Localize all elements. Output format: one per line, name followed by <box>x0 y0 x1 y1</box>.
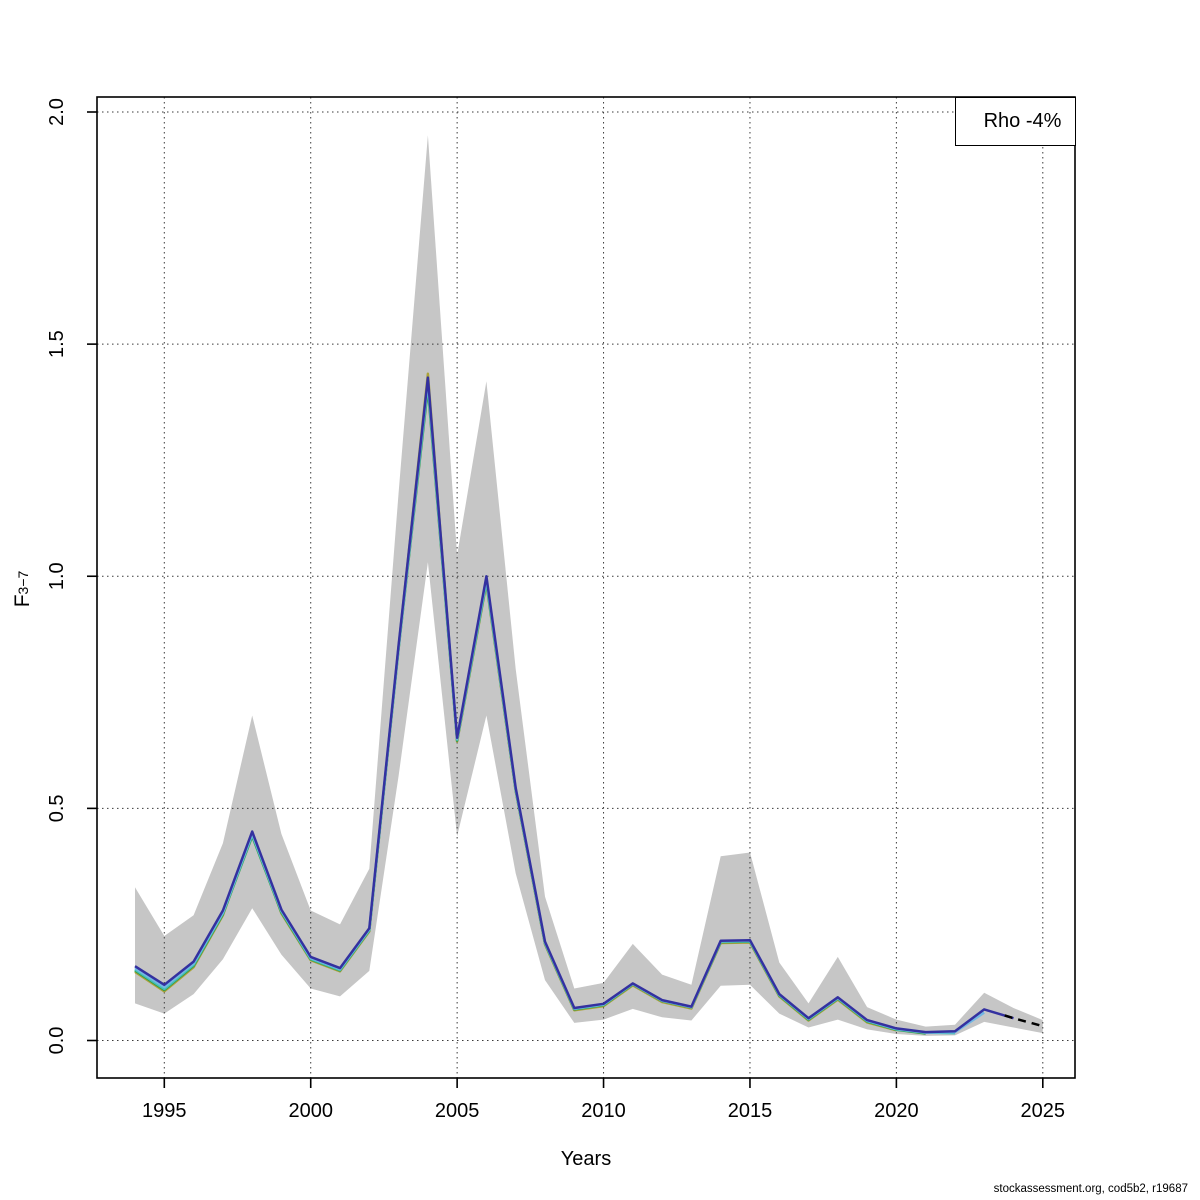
x-tick-label: 2010 <box>581 1100 626 1122</box>
series-line-forecast <box>1004 1014 1044 1028</box>
plot-box <box>96 96 1076 1079</box>
x-axis-title: Years <box>560 1148 612 1170</box>
x-tick-label: 1995 <box>142 1100 187 1122</box>
y-tick-label: 1.5 <box>46 330 68 358</box>
legend-label: Rho -4% <box>983 110 1062 132</box>
x-tick-label: 2020 <box>874 1100 919 1122</box>
y-axis-title: F 3−7 <box>7 528 39 650</box>
x-tick-label: 2015 <box>728 1100 773 1122</box>
legend-box: Rho -4% <box>955 97 1076 146</box>
y-tick-label: 0.5 <box>46 794 68 822</box>
y-axis-title-sub: 3−7 <box>15 570 31 595</box>
series-line-retro-run-end-2023 <box>134 380 985 1034</box>
x-tick-label: 2000 <box>288 1100 333 1122</box>
footer-credit: stockassessment.org, cod5b2, r19687 <box>993 1183 1188 1195</box>
x-tick-label: 2005 <box>435 1100 480 1122</box>
series-line-retro-run-end-2021 <box>134 386 926 1035</box>
x-tick-label: 2025 <box>1021 1100 1066 1122</box>
y-tick-label: 1.0 <box>46 562 68 590</box>
confidence-band <box>135 135 1043 1036</box>
y-tick-label: 0.0 <box>46 1027 68 1055</box>
y-tick-label: 2.0 <box>46 98 68 126</box>
series-line-current-run-end-2024 <box>134 376 1014 1034</box>
y-axis-title-main: F <box>11 594 34 608</box>
